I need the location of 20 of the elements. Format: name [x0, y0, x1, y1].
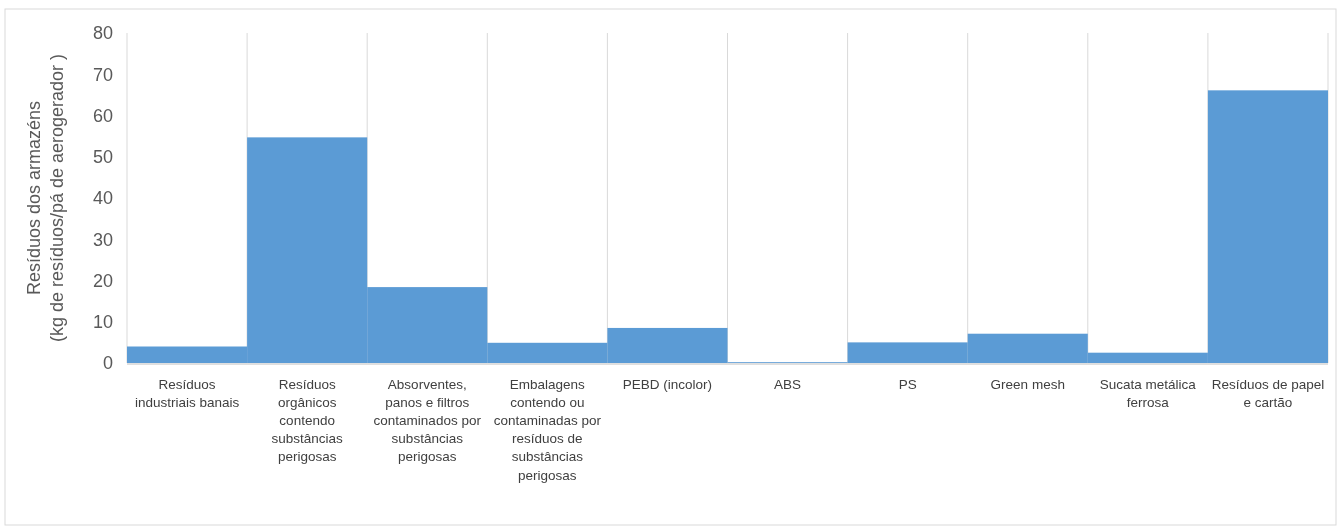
- y-tick-label: 50: [92, 147, 113, 168]
- y-tick-label: 60: [92, 105, 113, 126]
- y-tick-label: 80: [92, 23, 113, 44]
- y-tick-label: 20: [92, 270, 113, 291]
- y-tick-label: 30: [92, 229, 113, 250]
- x-tick-label: Absorventes, panos e filtros contaminados por substâncias perigosas: [373, 376, 482, 465]
- y-tick-label: 10: [92, 312, 113, 333]
- x-tick-label: Embalagens contendo ou contaminadas por resíduos de substâncias perigosas: [493, 376, 602, 483]
- x-tick-label: Sucata metálica ferrosa: [1099, 376, 1197, 410]
- x-tick-label: PEBD (incolor): [622, 376, 713, 392]
- x-tick-label: Resíduos industriais banais: [134, 376, 240, 410]
- y-tick-label: 40: [92, 188, 113, 209]
- x-tick-label: Resíduos orgânicos contendo substâncias perigosas: [271, 376, 344, 465]
- x-tick-label: Resíduos de papel e cartão: [1211, 376, 1325, 410]
- x-tick-label: ABS: [774, 376, 802, 392]
- x-tick-label: Green mesh: [990, 376, 1065, 392]
- y-tick-label: 0: [102, 353, 113, 374]
- y-axis-title: Resíduos dos armazéns (kg de resíduos/pá de aerogerador ): [24, 53, 67, 343]
- x-tick-label: PS: [898, 376, 917, 392]
- y-tick-label: 70: [92, 64, 113, 85]
